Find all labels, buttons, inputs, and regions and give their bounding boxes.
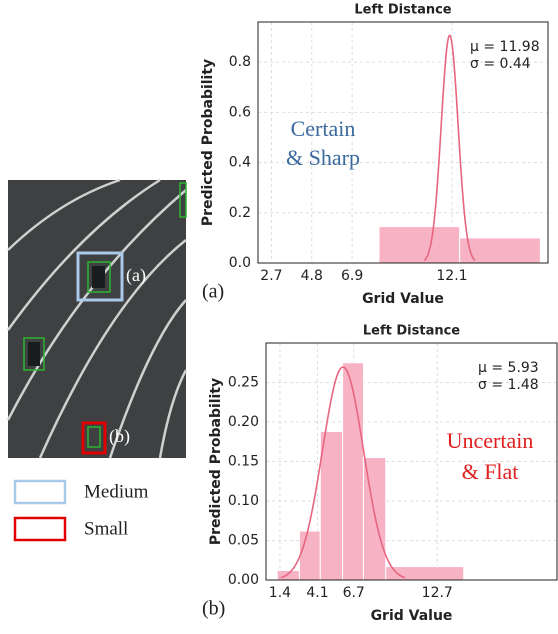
panel-label: (a) — [202, 281, 224, 303]
image-label: (a) — [126, 265, 146, 286]
legend-label: Small — [84, 518, 128, 539]
y-axis-label: Predicted Probability — [200, 59, 216, 226]
bar — [378, 226, 461, 264]
bar — [319, 430, 344, 581]
y-tick-label: 0.2 — [229, 205, 251, 221]
x-tick-label: 6.7 — [343, 585, 365, 601]
stat-label: μ = 5.93 — [478, 360, 539, 376]
panel-label: (b) — [202, 598, 225, 620]
chart-title: Left Distance — [354, 3, 451, 18]
y-tick-label: 0.6 — [229, 104, 251, 120]
y-tick-label: 0.05 — [228, 533, 259, 549]
x-axis-label: Grid Value — [362, 291, 444, 307]
x-tick-label: 2.7 — [260, 268, 282, 284]
plot-frame — [257, 21, 549, 264]
y-tick-label: 0.25 — [228, 375, 259, 391]
y-tick-label: 0.00 — [228, 572, 259, 588]
x-tick-label: 6.9 — [341, 268, 363, 284]
bar — [459, 237, 541, 264]
legend-label: Medium — [84, 481, 149, 502]
stat-label: σ = 0.44 — [470, 56, 531, 72]
legend-swatch — [13, 479, 67, 505]
x-tick-label: 12.7 — [422, 585, 453, 601]
bar — [362, 457, 387, 581]
density-curve — [280, 366, 406, 579]
x-tick-label: 4.1 — [306, 585, 328, 601]
annotation: & Sharp — [286, 145, 360, 170]
x-tick-label: 1.4 — [269, 585, 291, 601]
x-axis-label: Grid Value — [371, 608, 453, 624]
annotation: Certain — [291, 116, 356, 141]
x-tick-label: 4.8 — [301, 268, 323, 284]
x-tick-label: 12.1 — [436, 268, 467, 284]
y-axis-label: Predicted Probability — [208, 378, 224, 545]
stat-label: μ = 11.98 — [470, 39, 540, 55]
image-label: (b) — [109, 426, 130, 447]
y-tick-label: 0.10 — [228, 493, 259, 509]
legend-swatch — [13, 516, 67, 542]
y-tick-label: 0.15 — [228, 454, 259, 470]
annotation: Uncertain — [447, 428, 534, 453]
y-tick-label: 0.4 — [229, 155, 251, 171]
plot-frame — [265, 342, 558, 581]
bar — [276, 570, 300, 581]
y-tick-label: 0.8 — [229, 54, 251, 70]
chart-title: Left Distance — [363, 324, 460, 339]
annotation: & Flat — [462, 459, 519, 484]
y-tick-label: 0.20 — [228, 414, 259, 430]
legend: Medium Small — [13, 479, 149, 542]
bar — [342, 362, 364, 581]
stat-label: σ = 1.48 — [478, 377, 539, 393]
density-curve — [423, 34, 476, 262]
bar — [298, 530, 321, 581]
y-tick-label: 0.0 — [229, 255, 251, 271]
aerial-image: (a) (b) — [6, 178, 188, 459]
